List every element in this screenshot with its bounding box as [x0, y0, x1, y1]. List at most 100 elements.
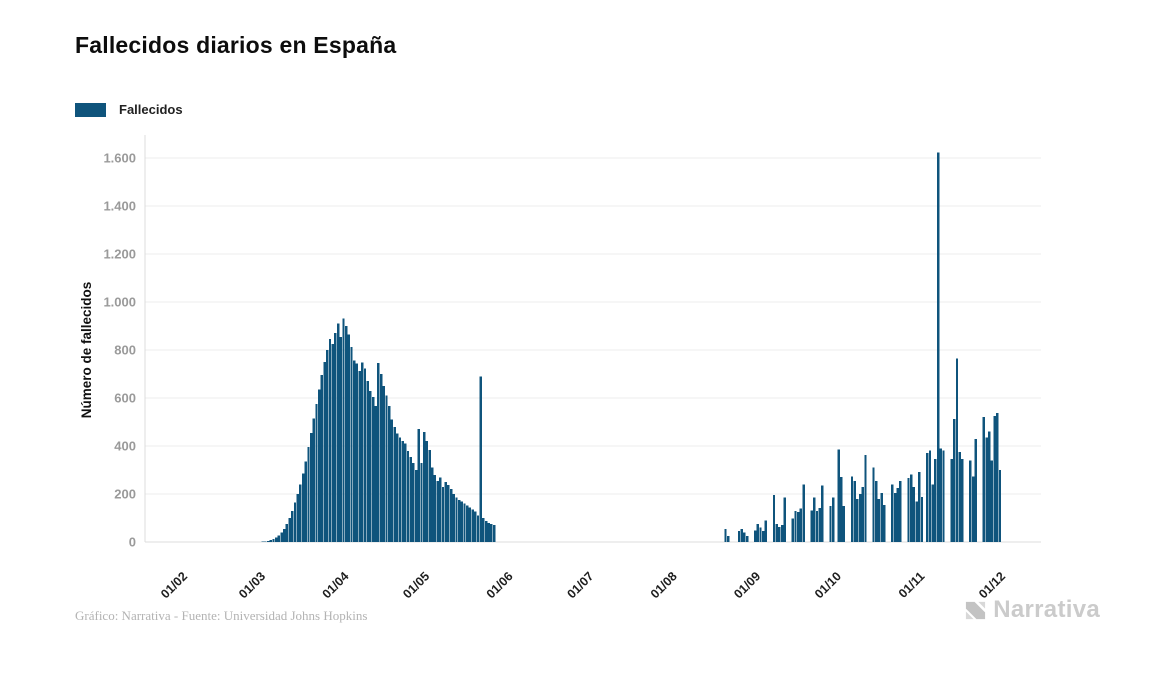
bar [334, 333, 337, 542]
bar [907, 477, 910, 542]
bar [371, 396, 375, 542]
bar [971, 476, 975, 542]
bar [336, 323, 340, 542]
x-tick-label: 01/06 [484, 569, 516, 601]
bar [772, 495, 776, 542]
bar [355, 363, 359, 542]
bar [821, 485, 824, 542]
bar [872, 467, 875, 542]
legend-swatch [75, 102, 106, 117]
bar [385, 395, 388, 542]
bar [727, 536, 730, 542]
x-tick-label: 01/04 [320, 569, 352, 601]
bar [853, 480, 856, 542]
bar [272, 539, 275, 542]
bar [737, 531, 741, 542]
bar [323, 362, 326, 542]
bar [393, 426, 396, 542]
y-tick-label: 1.000 [103, 295, 136, 310]
bar [783, 497, 786, 542]
bar [813, 497, 816, 542]
bar [990, 460, 994, 542]
y-tick-label: 1.600 [103, 151, 136, 166]
bar [877, 498, 881, 542]
bar [331, 344, 334, 542]
bar [775, 524, 778, 542]
bar [982, 417, 986, 542]
bar [799, 508, 803, 542]
bar [401, 441, 404, 542]
bar [285, 524, 289, 542]
bar [969, 460, 972, 542]
bar [724, 528, 727, 542]
bar [955, 358, 959, 542]
bar [958, 452, 961, 542]
bar [288, 518, 291, 542]
bar [382, 386, 386, 542]
bar [307, 447, 310, 542]
bar [387, 405, 391, 542]
bar [985, 437, 988, 542]
bar [280, 532, 283, 542]
bar [320, 375, 324, 542]
bar [796, 512, 800, 542]
bars [258, 152, 1002, 543]
bar [915, 501, 918, 542]
bar [315, 404, 318, 542]
bar [379, 374, 383, 542]
bar [455, 497, 458, 542]
y-tick-label: 600 [114, 391, 136, 406]
bar [998, 470, 1002, 542]
bar [850, 476, 854, 542]
x-tick-label: 01/09 [731, 569, 763, 601]
bar [490, 524, 493, 542]
bar [264, 541, 267, 542]
narrativa-logomark-icon [966, 601, 986, 619]
bar [988, 431, 991, 542]
bar [942, 450, 945, 542]
legend-label: Fallecidos [119, 102, 183, 117]
bar [928, 450, 932, 542]
bar [344, 326, 348, 542]
bar [406, 450, 410, 542]
y-gridlines [145, 157, 1041, 543]
bar [910, 474, 913, 542]
bar [756, 524, 760, 542]
bar [920, 496, 924, 542]
bar [950, 459, 953, 542]
x-tick-label: 01/10 [812, 569, 844, 601]
bar [412, 462, 415, 542]
bar [358, 371, 361, 542]
bar [993, 416, 996, 542]
x-tick-label: 01/03 [236, 569, 268, 601]
bar [369, 390, 372, 542]
bar [899, 480, 902, 542]
bar [296, 494, 299, 542]
bar [404, 443, 407, 542]
bar [864, 455, 867, 542]
bar [953, 419, 956, 542]
bar [780, 525, 784, 542]
bar [856, 498, 859, 542]
bar [996, 413, 999, 542]
y-tick-label: 800 [114, 343, 136, 358]
bar [974, 438, 977, 542]
bar [926, 453, 929, 542]
brand-logo: Narrativa [964, 596, 1100, 624]
bar [309, 432, 313, 542]
bar [414, 469, 418, 542]
bar [439, 477, 442, 542]
y-tick-label: 1.400 [103, 199, 136, 214]
bar [420, 462, 423, 542]
bar [428, 450, 431, 542]
bar [840, 477, 843, 542]
bar [436, 480, 439, 542]
bar [374, 405, 377, 542]
bar [831, 497, 835, 542]
bar [492, 525, 496, 542]
bar [366, 381, 369, 542]
brand-logo-text: Narrativa [993, 596, 1100, 623]
bar [468, 507, 472, 542]
